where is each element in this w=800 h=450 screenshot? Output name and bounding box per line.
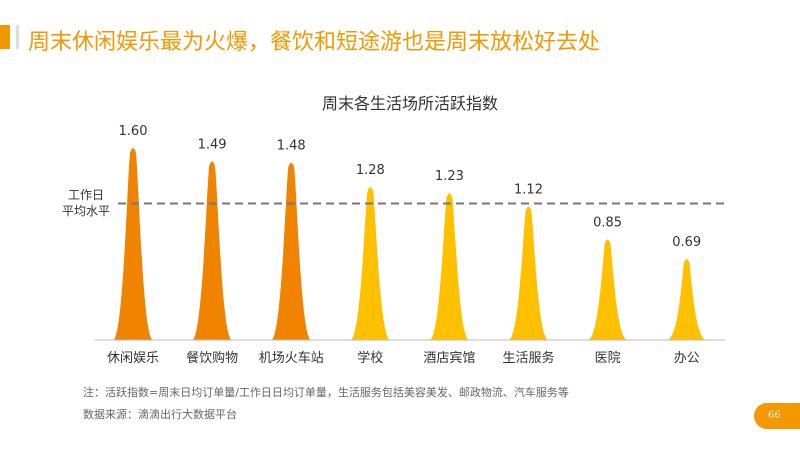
data-label: 1.48 (277, 139, 306, 154)
page-title: 周末休闲娱乐最为火爆，餐饮和短途游也是周末放松好去处 (28, 30, 601, 55)
data-label: 0.69 (672, 235, 701, 250)
bar (271, 162, 312, 340)
reference-line-label: 工作日 平均水平 (62, 187, 110, 219)
bar (587, 239, 628, 340)
x-tick-label: 办公 (674, 351, 700, 366)
bar (192, 161, 233, 340)
bar (508, 206, 549, 340)
data-label: 1.49 (198, 137, 227, 152)
data-label: 1.28 (356, 163, 385, 178)
footnote: 注：活跃指数=周末日均订单量/工作日日均订单量，生活服务包括美容美发、邮政物流、… (83, 386, 569, 399)
ref-label-2: 平均水平 (62, 204, 111, 218)
page-number: 66 (754, 403, 800, 429)
data-label: 1.23 (435, 169, 464, 184)
x-tick-label: 休闲娱乐 (107, 351, 159, 366)
data-label: 0.85 (593, 215, 622, 230)
chart-title: 周末各生活场所活跃指数 (321, 94, 498, 113)
x-tick-label: 医院 (595, 351, 621, 366)
x-tick-label: 学校 (357, 350, 383, 366)
bar (113, 148, 153, 340)
data-label: 1.60 (119, 124, 148, 139)
bar (429, 193, 470, 340)
x-tick-label: 机场火车站 (259, 350, 324, 366)
x-tick-label: 酒店宾馆 (423, 350, 475, 366)
x-tick-label: 生活服务 (502, 350, 554, 366)
ref-label-1: 工作日 (68, 188, 105, 202)
bar (350, 187, 391, 340)
data-label: 1.12 (514, 183, 543, 198)
title-divider (16, 25, 19, 49)
title-accent-bar (0, 25, 10, 49)
bar (666, 258, 707, 340)
x-tick-label: 餐饮购物 (186, 350, 238, 366)
data-source: 数据来源：滴滴出行大数据平台 (83, 408, 237, 421)
